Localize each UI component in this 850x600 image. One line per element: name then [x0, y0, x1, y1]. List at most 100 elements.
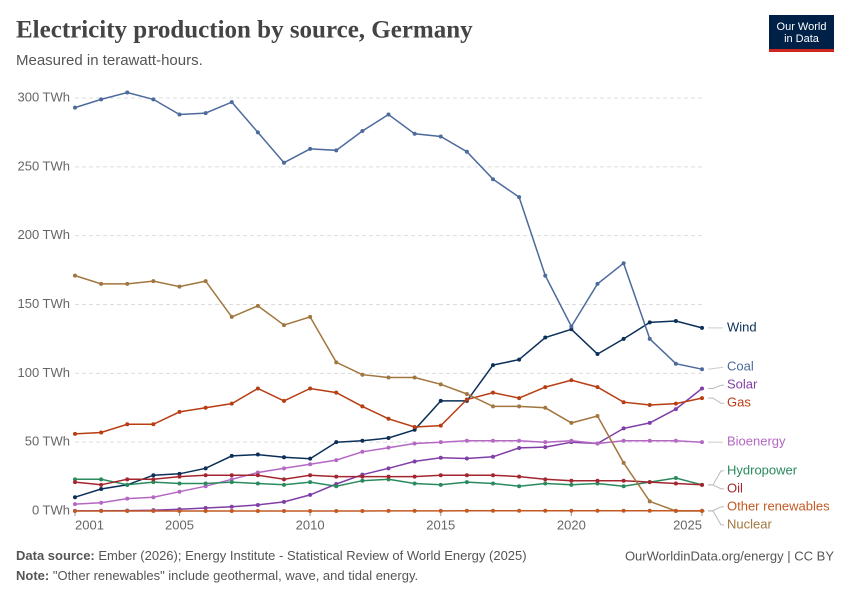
data-point — [438, 398, 443, 403]
data-point — [647, 336, 652, 341]
data-point — [491, 404, 495, 409]
data-point — [360, 438, 365, 443]
data-point — [595, 508, 600, 513]
data-point — [177, 509, 182, 513]
data-point — [334, 360, 339, 365]
data-point — [491, 454, 495, 459]
data-point — [73, 509, 77, 513]
data-point — [464, 473, 469, 478]
data-point — [647, 438, 652, 443]
data-point — [125, 90, 130, 95]
x-tick-label: 2025 — [673, 517, 702, 532]
data-point — [412, 425, 417, 430]
data-point — [517, 484, 522, 489]
label-connector — [708, 506, 724, 512]
data-point — [229, 473, 234, 478]
data-point — [125, 422, 130, 427]
data-point — [177, 409, 182, 414]
legend-label: Oil — [727, 480, 743, 495]
data-point — [229, 504, 234, 509]
data-point — [282, 477, 286, 482]
label-connector — [708, 397, 724, 404]
x-tick-label: 2015 — [426, 517, 455, 532]
data-point — [673, 481, 678, 486]
data-point — [386, 375, 391, 380]
data-point — [308, 456, 313, 461]
data-point — [229, 314, 234, 319]
data-point — [647, 480, 652, 485]
data-point — [595, 414, 600, 419]
data-point — [621, 508, 626, 513]
data-point — [73, 480, 77, 485]
data-point — [491, 508, 495, 513]
note-label: Note: — [16, 568, 49, 583]
data-point — [99, 509, 104, 513]
data-point — [282, 160, 286, 165]
y-tick-label: 0 TWh — [32, 502, 70, 517]
data-point — [700, 482, 704, 487]
legend-label: Nuclear — [727, 516, 772, 531]
data-point — [360, 474, 365, 479]
data-point — [517, 404, 522, 409]
data-point — [673, 438, 678, 443]
data-point — [334, 148, 339, 153]
data-point — [438, 440, 443, 445]
data-point — [595, 478, 600, 483]
data-point — [621, 438, 626, 443]
data-point — [543, 481, 548, 486]
data-point — [203, 405, 208, 410]
data-point — [360, 478, 365, 483]
data-point — [386, 477, 391, 482]
data-point — [621, 426, 626, 431]
data-point — [412, 474, 417, 479]
data-point — [412, 441, 417, 446]
data-point — [569, 478, 574, 483]
data-point — [464, 456, 469, 461]
data-point — [595, 385, 600, 390]
data-point — [203, 481, 208, 486]
data-point — [99, 486, 104, 491]
x-tick-label: 2005 — [165, 517, 194, 532]
data-point — [334, 440, 339, 445]
data-point — [621, 478, 626, 483]
data-point — [569, 327, 574, 332]
data-point — [229, 477, 234, 482]
y-tick-label: 50 TWh — [25, 434, 70, 449]
data-point — [647, 508, 652, 513]
data-point — [700, 386, 704, 391]
data-point — [73, 105, 77, 110]
data-point — [386, 508, 391, 513]
legend-label: Bioenergy — [727, 434, 786, 449]
chart-subtitle: Measured in terawatt-hours. — [16, 52, 203, 69]
data-point — [386, 416, 391, 421]
data-point — [125, 509, 130, 513]
data-point — [308, 492, 313, 497]
data-point — [673, 319, 678, 324]
data-point — [673, 407, 678, 412]
series-line — [74, 387, 703, 512]
data-point — [203, 466, 208, 471]
data-point — [595, 481, 600, 486]
data-point — [621, 336, 626, 341]
series-line — [74, 91, 703, 370]
data-point — [700, 325, 704, 330]
credit[interactable]: OurWorldinData.org/energy | CC BY — [625, 548, 834, 563]
data-point — [99, 97, 104, 102]
source-label: Data source: — [16, 548, 95, 563]
data-point — [569, 438, 574, 443]
data-point — [282, 499, 286, 504]
data-point — [386, 436, 391, 441]
label-connector — [707, 366, 724, 370]
data-point — [673, 508, 678, 513]
data-point — [543, 508, 548, 513]
y-tick-label: 100 TWh — [17, 365, 70, 380]
data-point — [73, 495, 77, 500]
data-point — [491, 438, 495, 443]
logo-box[interactable] — [769, 15, 834, 52]
source: Data source: Ember (2026); Energy Instit… — [16, 548, 527, 563]
data-point — [412, 508, 417, 513]
data-point — [151, 480, 156, 485]
data-point — [569, 324, 574, 329]
data-point — [647, 420, 652, 425]
data-point — [543, 385, 548, 390]
